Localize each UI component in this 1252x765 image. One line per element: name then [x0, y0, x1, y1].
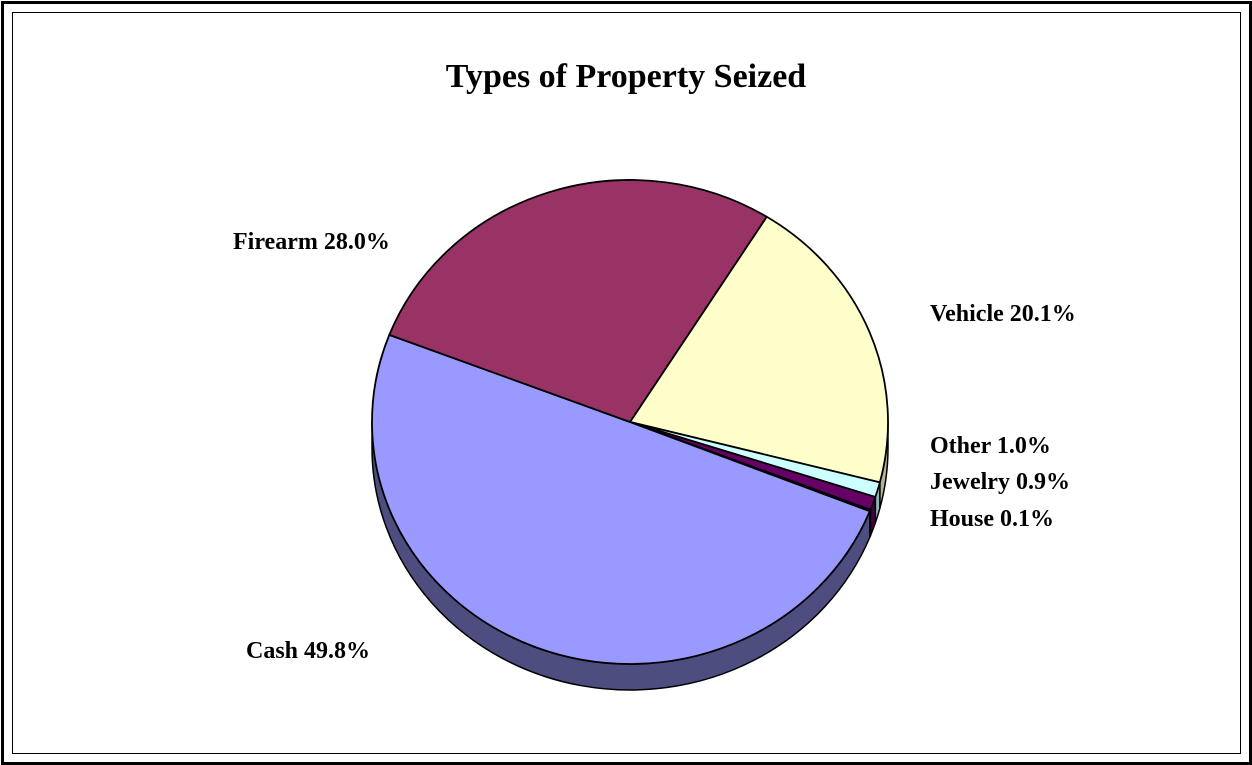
pie-slice-cash: [371, 333, 871, 665]
slice-label-other: Other 1.0%: [930, 433, 1051, 459]
pie-slice-vehicle: [629, 215, 889, 484]
slice-label-house: House 0.1%: [930, 506, 1055, 532]
chart-title: Types of Property Seized: [445, 58, 807, 95]
slice-label-jewelry: Jewelry 0.9%: [930, 469, 1070, 495]
slice-label-vehicle: Vehicle 20.1%: [930, 301, 1076, 327]
slice-label-cash: Cash 49.8%: [246, 638, 371, 664]
slice-label-firearm: Firearm 28.0%: [233, 229, 390, 255]
pie-slices: [371, 179, 889, 665]
chart-frame-inner: [12, 12, 1241, 754]
pie-slice-firearm: [388, 179, 768, 423]
